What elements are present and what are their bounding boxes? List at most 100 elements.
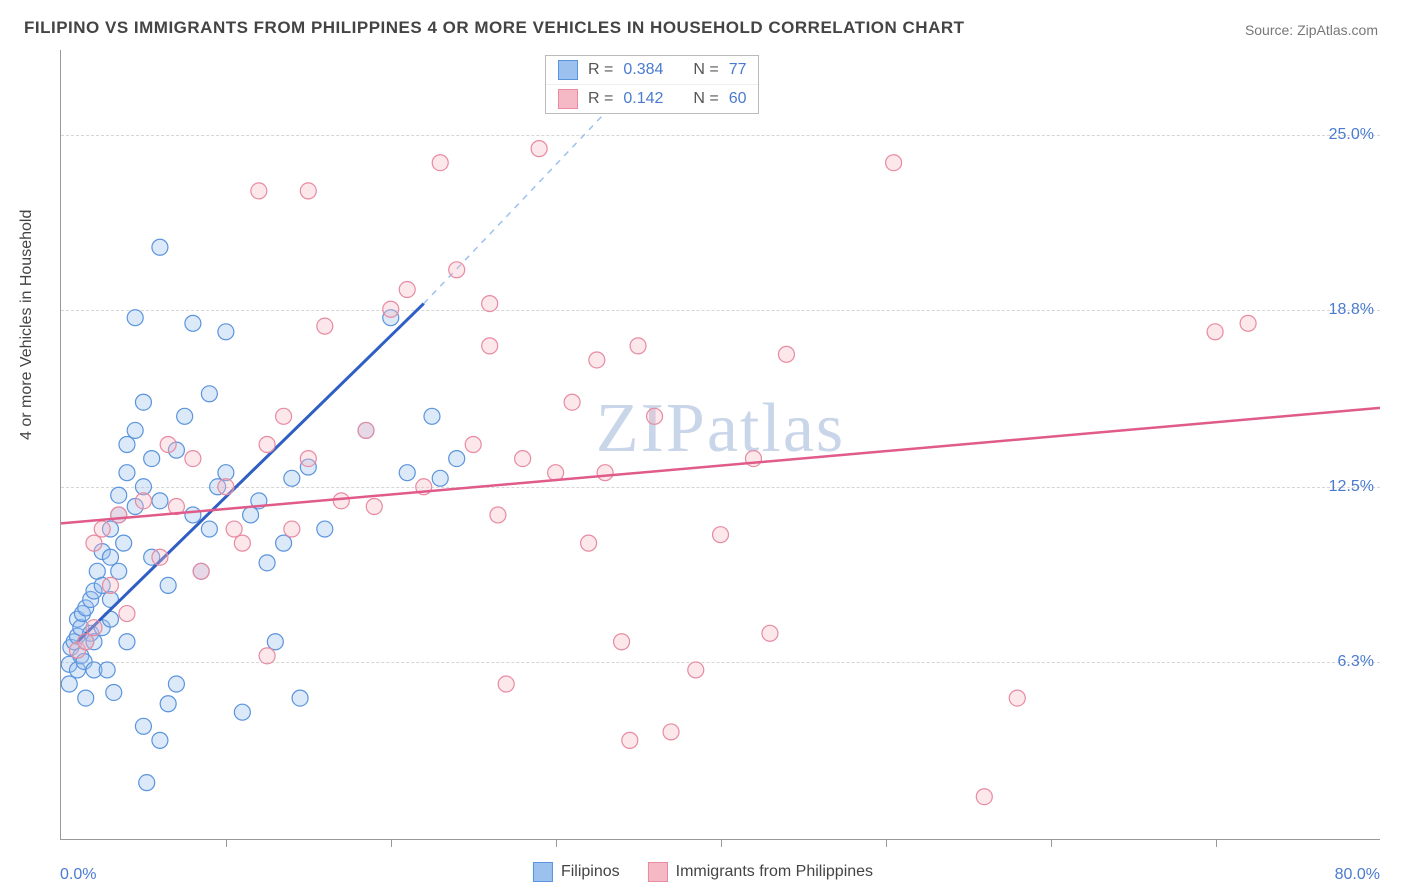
series-swatch [558,60,578,80]
data-point [515,451,531,467]
data-point [152,493,168,509]
data-point [449,262,465,278]
data-point [317,521,333,537]
n-value: 77 [729,61,747,79]
stats-row: R =0.384N =77 [546,56,758,84]
data-point [139,775,155,791]
data-point [201,521,217,537]
data-point [135,493,151,509]
data-point [663,724,679,740]
n-label: N = [693,61,718,79]
x-tick-mark [1216,839,1217,847]
x-tick-mark [886,839,887,847]
data-point [300,451,316,467]
data-point [762,625,778,641]
data-point [1240,315,1256,331]
data-point [399,282,415,298]
data-point [688,662,704,678]
data-point [160,437,176,453]
x-axis-max-label: 80.0% [1335,866,1380,884]
data-point [234,535,250,551]
data-point [135,394,151,410]
n-value: 60 [729,90,747,108]
data-point [152,732,168,748]
data-point [127,422,143,438]
data-point [111,507,127,523]
data-point [432,155,448,171]
r-label: R = [588,90,613,108]
data-point [111,487,127,503]
data-point [193,563,209,579]
data-point [581,535,597,551]
data-point [119,437,135,453]
legend-item: Filipinos [533,862,620,882]
data-point [168,676,184,692]
data-point [127,310,143,326]
data-point [86,620,102,636]
data-point [152,239,168,255]
data-point [185,451,201,467]
data-point [119,606,135,622]
data-point [449,451,465,467]
data-point [259,555,275,571]
data-point [116,535,132,551]
data-point [160,696,176,712]
data-point [243,507,259,523]
data-point [78,634,94,650]
data-point [424,408,440,424]
data-point [251,183,267,199]
legend-swatch [533,862,553,882]
data-point [647,408,663,424]
data-point [432,470,448,486]
legend-label: Immigrants from Philippines [676,863,873,881]
data-point [177,408,193,424]
data-point [482,338,498,354]
scatter-plot [61,50,1380,839]
data-point [622,732,638,748]
x-tick-mark [556,839,557,847]
data-point [135,718,151,734]
data-point [78,690,94,706]
data-point [358,422,374,438]
data-point [218,324,234,340]
data-point [160,577,176,593]
data-point [111,563,127,579]
data-point [201,386,217,402]
data-point [498,676,514,692]
data-point [86,535,102,551]
data-point [630,338,646,354]
n-label: N = [693,90,718,108]
chart-title: FILIPINO VS IMMIGRANTS FROM PHILIPPINES … [24,18,965,38]
data-point [589,352,605,368]
data-point [490,507,506,523]
data-point [119,465,135,481]
data-point [226,521,242,537]
x-tick-mark [226,839,227,847]
r-label: R = [588,61,613,79]
data-point [383,301,399,317]
x-tick-mark [721,839,722,847]
data-point [548,465,564,481]
legend-item: Immigrants from Philippines [648,862,873,882]
r-value: 0.142 [623,90,675,108]
data-point [317,318,333,334]
data-point [259,437,275,453]
data-point [276,535,292,551]
data-point [564,394,580,410]
data-point [106,684,122,700]
data-point [234,704,250,720]
legend: Filipinos Immigrants from Philippines [533,862,873,882]
y-axis-label: 4 or more Vehicles in Household [18,210,36,440]
data-point [94,521,110,537]
data-point [976,789,992,805]
data-point [1207,324,1223,340]
data-point [333,493,349,509]
data-point [185,507,201,523]
data-point [102,549,118,565]
chart-area: ZIPatlas 6.3%12.5%18.8%25.0% [60,50,1380,840]
data-point [119,634,135,650]
correlation-stats-box: R =0.384N =77R =0.142N =60 [545,55,759,114]
data-point [61,676,77,692]
stats-row: R = 0.142 N = 60 [546,84,758,113]
data-point [366,499,382,515]
